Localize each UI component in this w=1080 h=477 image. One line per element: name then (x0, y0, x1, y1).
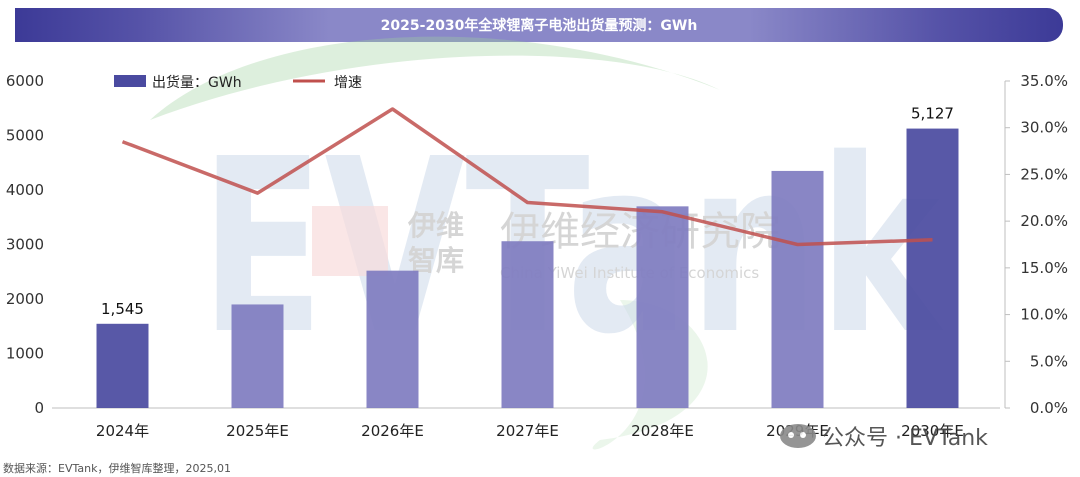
bar (771, 170, 824, 408)
source-note: 数据来源：EVTank，伊维智库整理，2025,01 (3, 462, 231, 475)
y-right-tick-label: 20.0% (1020, 212, 1068, 230)
bar-data-label: 1,545 (101, 300, 144, 318)
y-right-tick-label: 15.0% (1020, 259, 1068, 277)
axes: 0 1000 2000 3000 4000 5000 6000 0.0% 5.0% 10.0% 15… (6, 72, 1068, 440)
legend-label-bar: 出货量：GWh (152, 74, 242, 91)
y-left-tick-label: 4000 (6, 181, 44, 199)
legend: 出货量：GWh 增速 (114, 74, 362, 91)
y-right-tick-label: 5.0% (1030, 352, 1068, 370)
bar (231, 304, 284, 408)
wechat-icon (780, 424, 816, 448)
y-right-tick-label: 0.0% (1030, 399, 1068, 417)
watermark-swoosh (150, 36, 720, 120)
wechat-text: 公众号 · EVTank (822, 426, 988, 451)
x-tick-label: 2024年 (96, 422, 149, 440)
chart-title-bar: 2025-2030年全球锂离子电池出货量预测：GWh (15, 8, 1063, 42)
y-left-tick-label: 3000 (6, 236, 44, 254)
legend-label-line: 增速 (334, 75, 362, 91)
x-tick-label: 2027年E (496, 422, 559, 440)
y-right-tick-label: 25.0% (1020, 165, 1068, 183)
y-left-tick-label: 0 (34, 399, 44, 417)
y-right-tick-label: 30.0% (1020, 119, 1068, 137)
bar (636, 206, 689, 408)
y-left-tick-label: 2000 (6, 290, 44, 308)
x-tick-label: 2030年E (901, 422, 964, 440)
chart-title: 2025-2030年全球锂离子电池出货量预测：GWh (380, 18, 698, 34)
bar (366, 270, 419, 408)
watermark-logo-square (312, 206, 388, 276)
y-right-tick-label: 35.0% (1020, 72, 1068, 90)
growth-line (121, 107, 933, 247)
y-left-tick-label: 1000 (6, 345, 44, 363)
legend-swatch-bar (114, 75, 146, 87)
x-tick-label: 2025年E (226, 422, 289, 440)
watermark-short-1: 伊维 (407, 209, 464, 242)
watermark-org-en: China YiWei Institute of Economics (500, 264, 759, 282)
bar (906, 128, 959, 409)
bar (96, 323, 149, 408)
wechat-watermark: 公众号 · EVTank (780, 420, 988, 452)
data-labels: 1,545 5,127 (101, 105, 954, 318)
bar-data-label: 5,127 (911, 105, 954, 123)
bar (501, 241, 554, 408)
x-tick-label: 2028年E (631, 422, 694, 440)
y-left-tick-label: 5000 (6, 127, 44, 145)
y-right-tick-label: 10.0% (1020, 306, 1068, 324)
bars (96, 128, 959, 409)
y-left-tick-label: 6000 (6, 72, 44, 90)
x-tick-label: 2026年E (361, 422, 424, 440)
